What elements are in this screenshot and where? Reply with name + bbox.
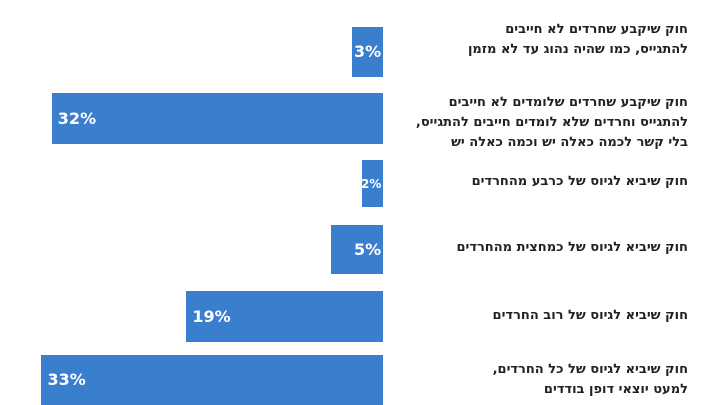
category-label-line: חוק שיביא לגיוס של כמחצית מהחרדים xyxy=(456,240,688,255)
category-label-1: חוק שיקבע שחרדים לא חייבים להתגייס, כמו ש… xyxy=(398,20,688,60)
category-label-6: חוק שיביא לגיוס של כל החרדים, למעט יוצאי … xyxy=(398,360,688,400)
category-label-4: חוק שיביא לגיוס של כמחצית מהחרדים xyxy=(398,238,688,258)
category-label-line: להתגייס, כמו שהיה נהוג עד לא מזמן xyxy=(467,42,688,57)
category-label-line: להתגייס וחרדים שלא לומדים חייבים להתגייס… xyxy=(415,115,688,130)
category-label-line: חוק שיביא לגיוס של רוב החרדים xyxy=(492,308,688,323)
bar-2 xyxy=(51,93,383,144)
bar-1 xyxy=(351,27,383,77)
category-label-line: בלי קשר לכמה כאלה יש וכמה כאלה יש xyxy=(451,135,688,150)
value-label-4: 5% xyxy=(354,239,382,259)
category-label-2: חוק שיקבע שחרדים שלומדים לא חייבים להתגיי… xyxy=(398,93,688,153)
value-label-1: 3% xyxy=(354,42,382,61)
bar-4 xyxy=(331,225,383,274)
bar-5 xyxy=(186,291,383,342)
bar-6 xyxy=(41,355,383,405)
value-label-5: 19% xyxy=(192,306,231,326)
category-label-3: חוק שיביא לגיוס של כרבע מהחרדים xyxy=(398,172,688,192)
category-label-line: חוק שיביא לגיוס של כרבע מהחרדים xyxy=(471,174,688,189)
value-label-6: 33% xyxy=(47,370,86,389)
category-label-5: חוק שיביא לגיוס של רוב החרדים xyxy=(398,306,688,326)
value-label-3: 2% xyxy=(361,176,382,191)
category-label-line: למעט יוצאי דופן בודדים xyxy=(543,382,688,397)
category-label-line: חוק שיקבע שחרדים לא חייבים xyxy=(505,22,688,37)
category-label-line: חוק שיביא לגיוס של כל החרדים, xyxy=(492,362,688,377)
bar-3 xyxy=(362,160,383,207)
value-label-2: 32% xyxy=(57,108,97,128)
category-label-line: חוק שיקבע שחרדים שלומדים לא חייבים xyxy=(448,95,688,110)
